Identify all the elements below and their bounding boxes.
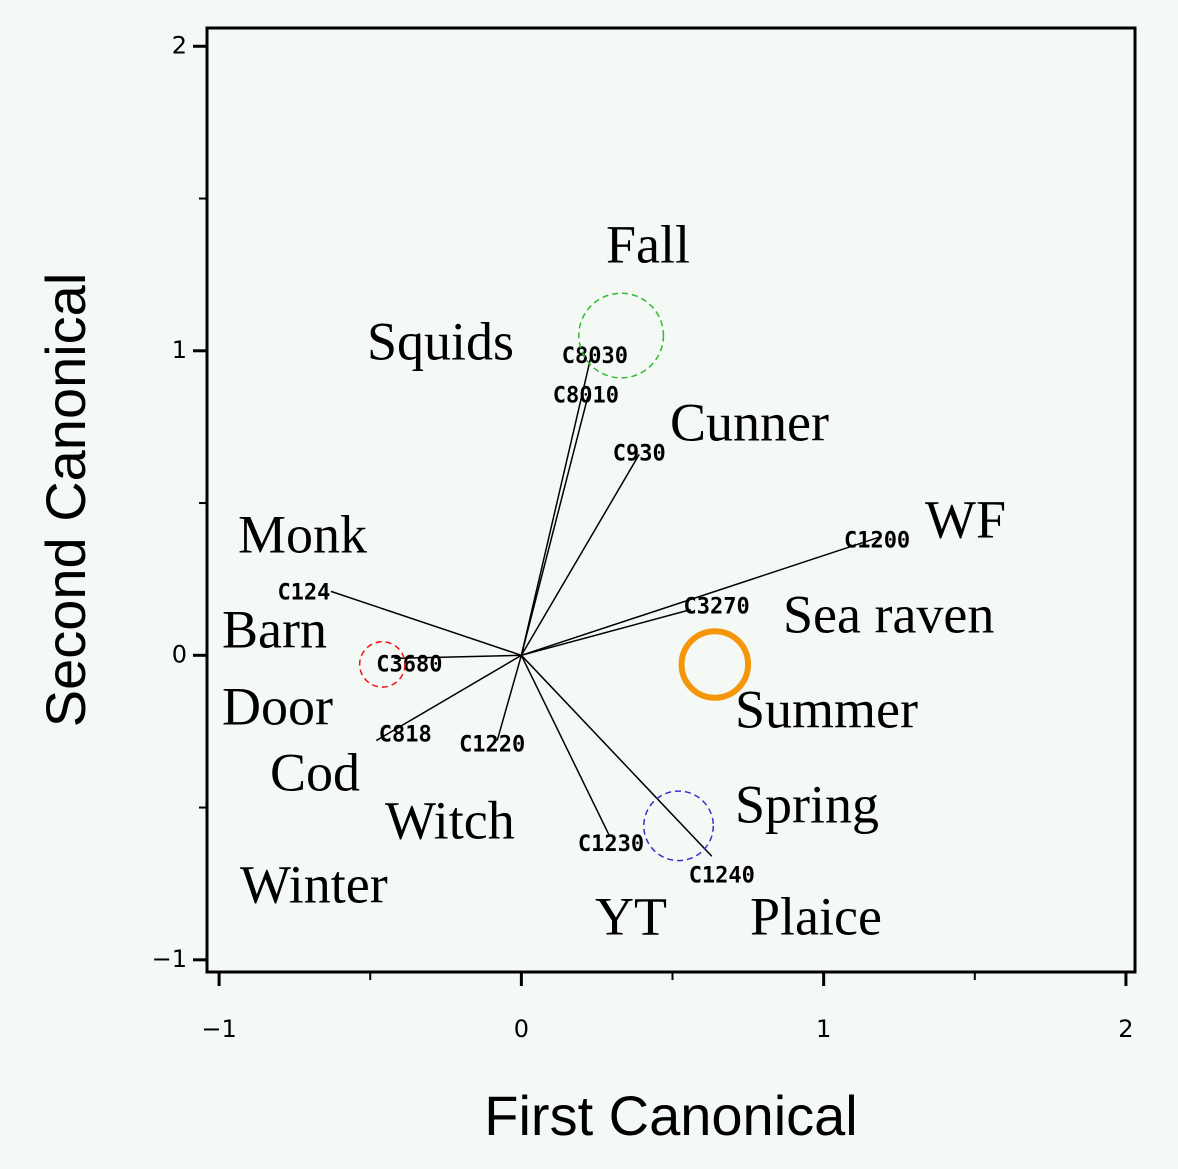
- vector-code: C124: [277, 580, 330, 605]
- group-label: Spring: [735, 774, 879, 834]
- loading-vector: [330, 590, 522, 657]
- species-label: Squids: [367, 311, 514, 371]
- loading-vector: [521, 608, 691, 657]
- species-label: WF: [925, 489, 1006, 549]
- vector-code: C1240: [689, 863, 755, 888]
- y-axis-label: Second Canonical: [34, 273, 97, 728]
- species-label: Cunner: [670, 392, 829, 452]
- group-label: Summer: [735, 679, 918, 739]
- group-centroid: [678, 628, 752, 701]
- vector-code: C818: [379, 723, 432, 748]
- vector-code: C1220: [459, 733, 525, 758]
- plot-frame: [205, 26, 1137, 974]
- group-centroid: [643, 790, 715, 862]
- group-label: Winter: [240, 854, 388, 914]
- loading-vector: [520, 396, 589, 656]
- species-label: Sea raven: [783, 584, 994, 644]
- y-tick-label: 0: [172, 640, 187, 668]
- vector-code: C1200: [844, 529, 910, 554]
- vector-code: C930: [613, 441, 666, 466]
- vector-code: C1230: [578, 832, 644, 857]
- loading-vector: [521, 535, 882, 657]
- vector-code: C3680: [376, 652, 442, 677]
- x-tick-label: −1: [201, 1015, 236, 1043]
- x-tick-label: 2: [1118, 1015, 1133, 1043]
- group-centroid: [578, 292, 665, 379]
- species-label: Barn: [222, 599, 327, 659]
- species-label: Door: [222, 676, 333, 736]
- y-tick-label: 2: [172, 31, 187, 59]
- species-label: Witch: [385, 790, 515, 850]
- species-label: Cod: [270, 742, 360, 802]
- vector-code: C3270: [684, 595, 750, 620]
- loading-vector: [496, 655, 523, 741]
- vector-code: C8030: [562, 344, 628, 369]
- loading-vector: [394, 654, 522, 660]
- loading-vector: [375, 654, 522, 742]
- loading-vector: [520, 356, 592, 656]
- y-tick-label: 1: [172, 336, 187, 364]
- species-label: Monk: [238, 504, 367, 564]
- loading-vector: [520, 453, 640, 656]
- loading-vector: [520, 654, 713, 857]
- group-label: Fall: [606, 214, 690, 274]
- x-axis-label: First Canonical: [484, 1084, 857, 1147]
- species-label: YT: [595, 886, 667, 946]
- y-tick-label: −1: [152, 945, 187, 973]
- species-label: Plaice: [750, 886, 882, 946]
- x-tick-label: 0: [514, 1015, 529, 1043]
- x-tick-label: 1: [816, 1015, 831, 1043]
- vector-code: C8010: [553, 383, 619, 408]
- group-centroid: [358, 641, 406, 688]
- loading-vector: [520, 654, 610, 836]
